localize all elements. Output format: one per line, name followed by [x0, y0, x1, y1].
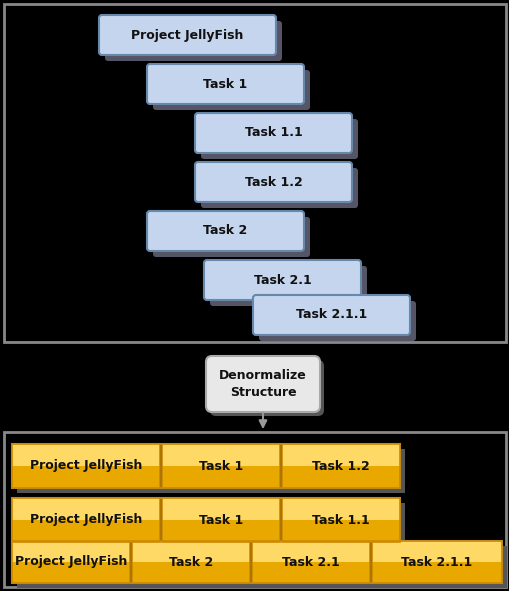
Text: Task 2.1.1: Task 2.1.1: [295, 309, 366, 322]
Bar: [281, 520, 399, 542]
Bar: [196, 115, 349, 131]
FancyBboxPatch shape: [194, 162, 351, 202]
Text: Project JellyFish: Project JellyFish: [30, 459, 142, 472]
FancyBboxPatch shape: [210, 360, 323, 416]
FancyBboxPatch shape: [147, 64, 303, 104]
Bar: [12, 498, 160, 520]
Text: Task 1: Task 1: [203, 77, 247, 90]
FancyBboxPatch shape: [147, 211, 303, 251]
Bar: [17, 449, 404, 493]
Bar: [17, 503, 404, 547]
Bar: [12, 562, 130, 583]
Bar: [251, 562, 369, 583]
Bar: [12, 444, 160, 488]
Bar: [371, 541, 501, 562]
Bar: [251, 541, 369, 562]
FancyBboxPatch shape: [105, 21, 281, 61]
Bar: [206, 262, 358, 278]
Bar: [101, 17, 273, 33]
Text: Task 1: Task 1: [199, 514, 243, 527]
Text: Project JellyFish: Project JellyFish: [15, 556, 127, 569]
Text: Task 1.2: Task 1.2: [312, 459, 369, 472]
Bar: [371, 541, 501, 583]
Bar: [254, 297, 407, 313]
Bar: [281, 498, 399, 542]
Bar: [251, 541, 369, 583]
Text: Project JellyFish: Project JellyFish: [131, 28, 243, 41]
Bar: [132, 541, 249, 583]
Text: Task 2.1.1: Task 2.1.1: [401, 556, 472, 569]
Bar: [149, 213, 301, 229]
Text: Task 1.2: Task 1.2: [244, 176, 302, 189]
FancyBboxPatch shape: [153, 217, 309, 257]
Bar: [12, 498, 399, 542]
Bar: [371, 562, 501, 583]
FancyBboxPatch shape: [99, 15, 275, 55]
Bar: [162, 444, 279, 466]
Bar: [162, 444, 279, 488]
FancyBboxPatch shape: [259, 301, 415, 341]
Bar: [12, 466, 160, 488]
Text: Task 2.1: Task 2.1: [281, 556, 339, 569]
Bar: [132, 562, 249, 583]
Bar: [281, 466, 399, 488]
Bar: [4, 4, 505, 342]
Bar: [196, 164, 349, 180]
Bar: [281, 444, 399, 466]
Bar: [281, 498, 399, 520]
Bar: [12, 541, 501, 583]
Bar: [12, 541, 130, 583]
Bar: [12, 444, 160, 466]
Bar: [12, 520, 160, 542]
Text: Task 1: Task 1: [199, 459, 243, 472]
Text: Task 1.1: Task 1.1: [244, 126, 302, 139]
Bar: [162, 498, 279, 542]
FancyBboxPatch shape: [206, 356, 319, 412]
Bar: [12, 498, 160, 542]
FancyBboxPatch shape: [194, 113, 351, 153]
FancyBboxPatch shape: [153, 70, 309, 110]
Bar: [162, 498, 279, 520]
Text: Task 2: Task 2: [168, 556, 213, 569]
Bar: [12, 541, 130, 562]
Bar: [132, 541, 249, 562]
Bar: [149, 66, 301, 82]
Text: Task 1.1: Task 1.1: [312, 514, 369, 527]
FancyBboxPatch shape: [201, 168, 357, 208]
Text: Project JellyFish: Project JellyFish: [30, 514, 142, 527]
Bar: [12, 444, 399, 488]
Bar: [17, 546, 506, 588]
Text: Task 2.1: Task 2.1: [253, 274, 311, 287]
FancyBboxPatch shape: [210, 266, 366, 306]
Bar: [162, 520, 279, 542]
FancyBboxPatch shape: [252, 295, 409, 335]
FancyBboxPatch shape: [204, 260, 360, 300]
Text: Task 2: Task 2: [203, 225, 247, 238]
Bar: [162, 466, 279, 488]
FancyBboxPatch shape: [201, 119, 357, 159]
Bar: [4, 432, 505, 587]
Text: Denormalize
Structure: Denormalize Structure: [219, 369, 306, 399]
Bar: [281, 444, 399, 488]
